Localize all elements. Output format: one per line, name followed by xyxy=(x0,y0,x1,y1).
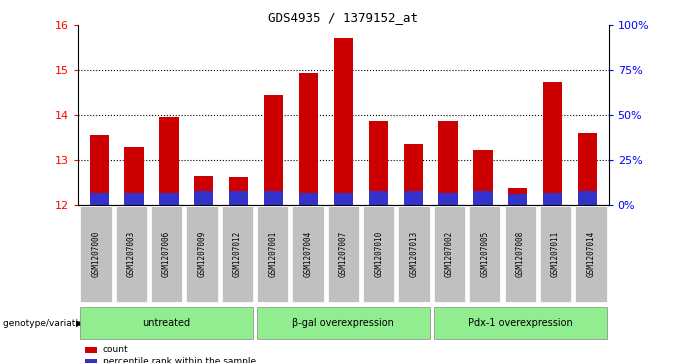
Bar xyxy=(299,192,318,205)
Bar xyxy=(159,192,179,205)
Bar xyxy=(508,188,528,205)
Bar xyxy=(90,192,109,205)
Bar xyxy=(229,191,248,205)
Text: β-gal overexpression: β-gal overexpression xyxy=(292,318,394,328)
Bar xyxy=(124,192,143,205)
Bar xyxy=(90,135,109,205)
Bar xyxy=(334,192,353,205)
Bar xyxy=(439,121,458,205)
Text: percentile rank within the sample: percentile rank within the sample xyxy=(103,358,256,363)
Text: GSM1207008: GSM1207008 xyxy=(515,231,525,277)
Text: GSM1207007: GSM1207007 xyxy=(339,231,348,277)
Bar xyxy=(543,82,562,205)
Text: GSM1207014: GSM1207014 xyxy=(586,231,596,277)
Text: untreated: untreated xyxy=(143,318,190,328)
Bar xyxy=(194,191,214,205)
Bar xyxy=(578,191,597,205)
Text: Pdx-1 overexpression: Pdx-1 overexpression xyxy=(468,318,573,328)
Bar xyxy=(578,133,597,205)
Text: ▶: ▶ xyxy=(76,319,83,327)
Bar xyxy=(508,194,528,205)
Text: GSM1207001: GSM1207001 xyxy=(268,231,277,277)
Bar xyxy=(369,191,388,205)
Text: count: count xyxy=(103,346,129,354)
Bar xyxy=(229,177,248,205)
Bar xyxy=(473,191,492,205)
Text: genotype/variation: genotype/variation xyxy=(3,319,92,327)
Text: GSM1207006: GSM1207006 xyxy=(162,231,171,277)
Bar xyxy=(159,118,179,205)
Bar xyxy=(334,37,353,205)
Text: GSM1207002: GSM1207002 xyxy=(445,231,454,277)
Text: GSM1207011: GSM1207011 xyxy=(551,231,560,277)
Bar xyxy=(543,192,562,205)
Bar xyxy=(299,73,318,205)
Bar xyxy=(264,191,283,205)
Text: GSM1207003: GSM1207003 xyxy=(126,231,136,277)
Text: GSM1207013: GSM1207013 xyxy=(409,231,419,277)
Bar xyxy=(264,95,283,205)
Bar xyxy=(439,192,458,205)
Bar xyxy=(404,191,423,205)
Text: GSM1207010: GSM1207010 xyxy=(374,231,384,277)
Text: GSM1207009: GSM1207009 xyxy=(197,231,207,277)
Text: GSM1207000: GSM1207000 xyxy=(91,231,101,277)
Bar xyxy=(369,121,388,205)
Bar xyxy=(124,147,143,205)
Bar xyxy=(404,144,423,205)
Text: GSM1207005: GSM1207005 xyxy=(480,231,490,277)
Bar xyxy=(194,176,214,205)
Text: GSM1207012: GSM1207012 xyxy=(233,231,242,277)
Title: GDS4935 / 1379152_at: GDS4935 / 1379152_at xyxy=(269,11,418,24)
Text: GSM1207004: GSM1207004 xyxy=(303,231,313,277)
Bar xyxy=(473,150,492,205)
